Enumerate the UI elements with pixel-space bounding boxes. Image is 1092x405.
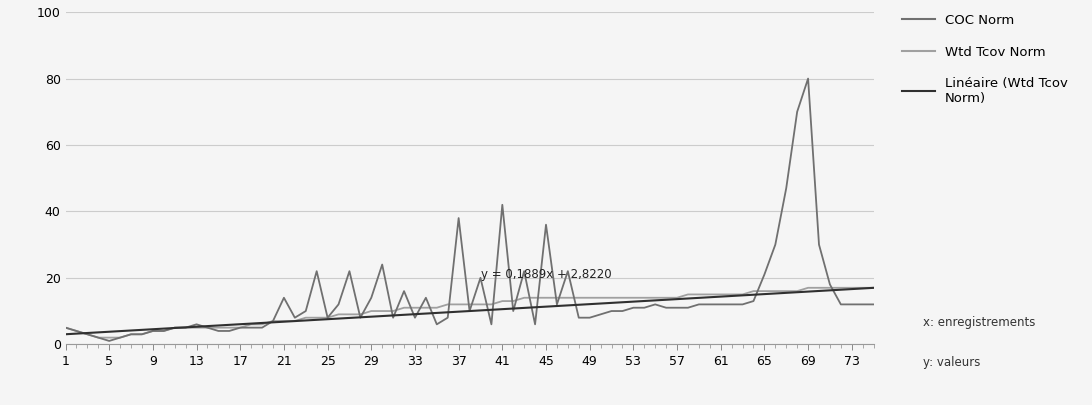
Text: y: valeurs: y: valeurs [923, 356, 981, 369]
Text: y = 0,1889x + 2,8220: y = 0,1889x + 2,8220 [480, 268, 612, 281]
Legend: COC Norm, Wtd Tcov Norm, Linéaire (Wtd Tcov
Norm): COC Norm, Wtd Tcov Norm, Linéaire (Wtd T… [897, 9, 1073, 110]
Text: x: enregistrements: x: enregistrements [923, 316, 1035, 329]
